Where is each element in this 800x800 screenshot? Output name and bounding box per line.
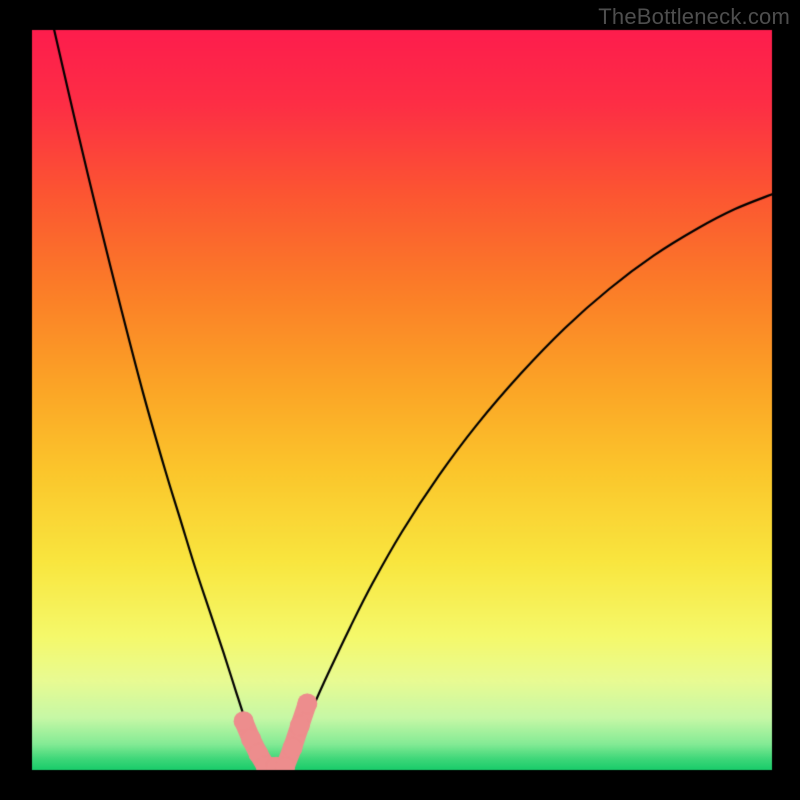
- watermark-text: TheBottleneck.com: [598, 4, 790, 30]
- chart-stage: TheBottleneck.com: [0, 0, 800, 800]
- bottleneck-curve-chart: [0, 0, 800, 800]
